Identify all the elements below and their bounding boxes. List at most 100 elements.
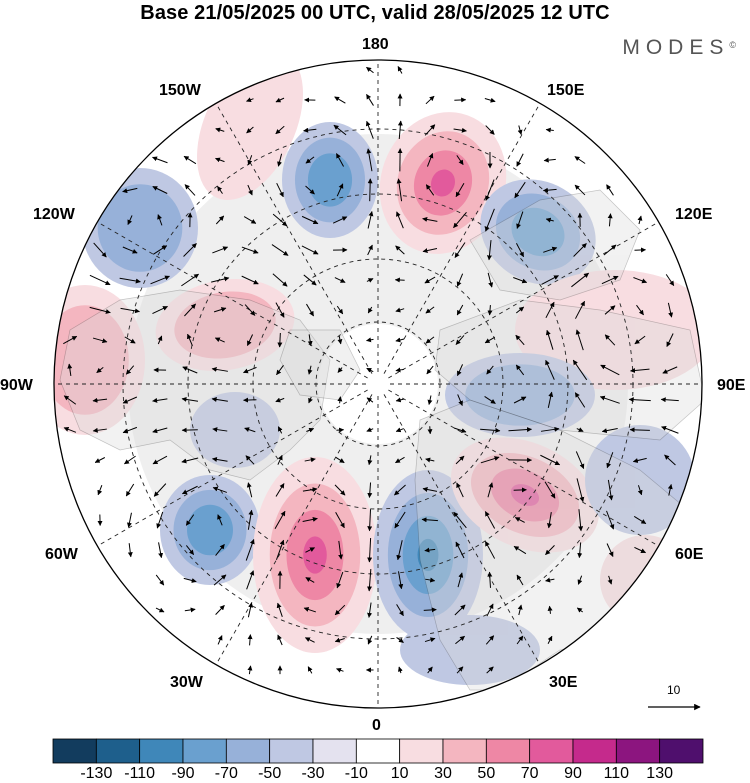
wind-arrow (275, 397, 285, 403)
wind-arrow (157, 214, 163, 226)
colorbar-swatch (529, 738, 574, 764)
wind-arrow (244, 427, 256, 433)
meridian-line (383, 394, 541, 665)
wind-arrow (212, 427, 228, 433)
wind-arrow (424, 276, 436, 284)
wind-arrow (367, 509, 373, 532)
wind-arrow (603, 244, 617, 256)
wind-arrow (243, 397, 257, 403)
wind-arrow (212, 457, 228, 462)
wind-arrow (366, 367, 374, 373)
wind-arrow (122, 426, 138, 434)
wind-arrow (275, 539, 285, 560)
wind-arrow (183, 577, 197, 583)
wind-arrow (307, 666, 313, 674)
anomaly-negative (465, 364, 575, 426)
colorbar-tick-label: 50 (477, 765, 496, 782)
wind-arrow (89, 306, 111, 314)
wind-arrow (366, 94, 374, 106)
wind-arrow (247, 602, 254, 618)
wind-arrow (92, 397, 108, 403)
wind-arrow (305, 156, 315, 164)
colorbar-tick-label: 10 (390, 765, 409, 782)
wind-arrow (89, 274, 111, 286)
map-disc (54, 60, 702, 708)
wind-arrow (454, 604, 466, 616)
wind-arrow (574, 392, 586, 408)
wind-arrow (277, 634, 283, 646)
wind-arrow (516, 635, 524, 645)
wind-arrow (184, 184, 196, 196)
wind-arrow (456, 482, 464, 498)
wind-arrow (513, 545, 527, 555)
colorbar-tick-label: 30 (434, 765, 452, 782)
wind-arrow (396, 637, 404, 643)
lon-label-0: 0 (372, 717, 381, 734)
wind-arrow (546, 512, 552, 529)
wind-arrow (213, 574, 227, 586)
wind-arrow (637, 485, 643, 496)
wind-arrow (245, 455, 255, 465)
colorbar-swatch (399, 738, 444, 764)
wind-arrow (575, 329, 584, 351)
wind-arrow (367, 635, 373, 645)
wind-arrow (454, 97, 467, 103)
wind-arrow (336, 571, 344, 589)
wind-arrow (211, 366, 228, 372)
wind-arrow (425, 306, 435, 314)
wind-arrow (181, 457, 199, 464)
colorbar-tick-label: 130 (646, 765, 674, 782)
wind-arrow (367, 482, 373, 498)
wind-arrow (455, 455, 465, 465)
wind-arrow (576, 478, 585, 503)
wind-arrow (607, 479, 614, 501)
wind-arrow (301, 215, 319, 225)
wind-arrow (366, 148, 373, 172)
lon-label-60e: 60E (675, 546, 704, 563)
anomaly-negative (97, 184, 183, 272)
colorbar-tick-label: -50 (258, 765, 282, 782)
wind-arrow (486, 603, 494, 617)
wind-arrow (337, 396, 343, 404)
wind-arrow (213, 307, 227, 313)
wind-arrow (215, 605, 225, 615)
wind-arrow (120, 307, 140, 314)
wind-arrow (247, 184, 253, 196)
wind-arrow (187, 333, 193, 346)
wind-arrow (542, 187, 557, 193)
wind-arrow (575, 451, 585, 470)
wind-arrow (125, 483, 135, 497)
wind-arrow (247, 155, 253, 166)
wind-arrow (302, 516, 318, 522)
reference-vector-label: 10 (667, 683, 681, 697)
colorbar-tick-label: -10 (344, 765, 368, 782)
wind-arrow (453, 212, 467, 229)
wind-arrow (63, 335, 78, 345)
wind-arrow (427, 666, 433, 674)
anomaly-positive (515, 270, 702, 390)
wind-arrow (301, 245, 319, 255)
wind-arrow (421, 517, 438, 523)
wind-arrow (156, 511, 164, 529)
wind-arrow (152, 186, 168, 194)
wind-arrow (277, 454, 283, 465)
wind-arrow (395, 456, 405, 464)
wind-arrow (215, 215, 225, 225)
wind-arrow (606, 452, 614, 469)
wind-arrow (540, 454, 561, 466)
wind-arrow (181, 396, 199, 402)
wind-arrow (455, 635, 465, 645)
wind-arrow (308, 396, 313, 404)
wind-arrow (508, 427, 532, 433)
wind-arrow (127, 215, 133, 225)
wind-arrow (666, 333, 674, 347)
wind-arrow (484, 396, 496, 404)
wind-arrow (604, 334, 616, 346)
wind-arrow (396, 211, 404, 229)
wind-arrow (276, 182, 284, 198)
wind-arrow (547, 605, 553, 614)
wind-arrow (515, 243, 525, 258)
wind-arrow (628, 397, 651, 403)
wind-arrow (424, 547, 436, 553)
wind-arrow (667, 302, 674, 318)
